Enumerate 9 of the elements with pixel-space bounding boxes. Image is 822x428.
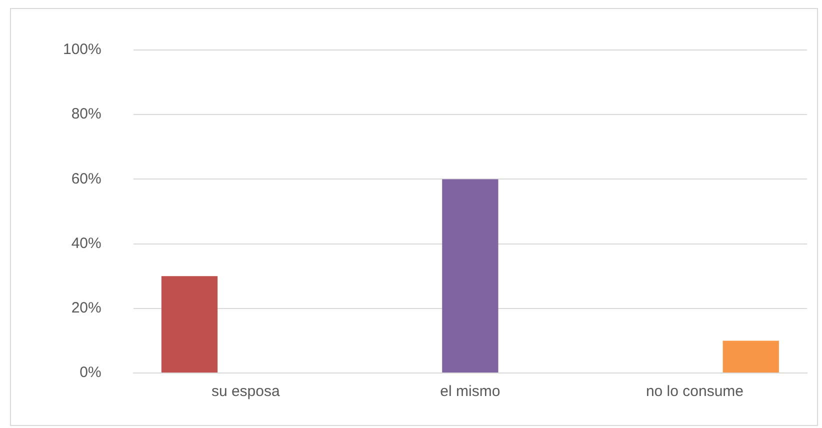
- y-tick-label: 60%: [71, 170, 102, 188]
- y-tick-label: 40%: [71, 234, 102, 252]
- y-tick-label: 100%: [62, 41, 102, 58]
- y-tick-label: 80%: [71, 106, 102, 123]
- y-tick-label: 0%: [80, 364, 102, 382]
- y-tick-label: 20%: [71, 300, 102, 317]
- x-tick-label: el mismo: [440, 383, 500, 400]
- x-tick-label: no lo consume: [646, 383, 744, 400]
- x-tick-label: su esposa: [211, 383, 280, 400]
